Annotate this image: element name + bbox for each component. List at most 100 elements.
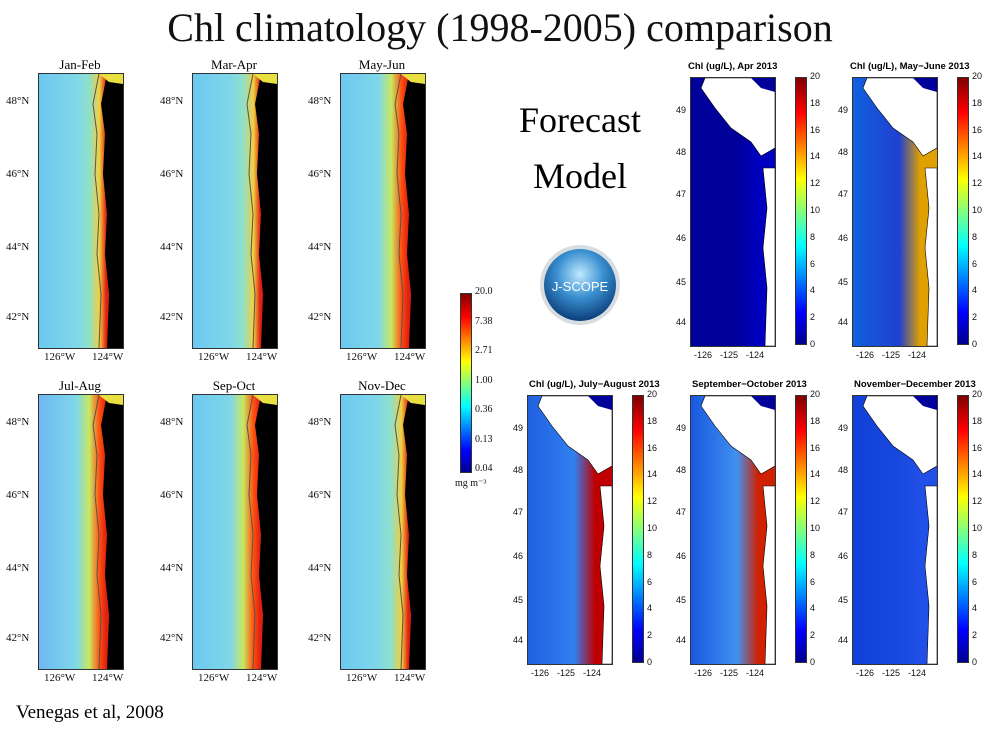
colorbar-tick-label: 2 (810, 630, 816, 641)
lat-tick-label: 44°N (308, 562, 332, 574)
lon-tick-label: 124°W (92, 351, 124, 363)
lat-tick-label: 47 (838, 507, 849, 517)
lat-tick-label: 47 (676, 189, 687, 199)
colorbar-tick-label: 4 (810, 603, 816, 614)
lat-tick-label: 48°N (160, 416, 184, 428)
land-vancouver-island (862, 396, 937, 475)
lat-tick-label: 44°N (6, 241, 30, 253)
colorbar-tick-label: 14 (647, 469, 658, 480)
colorbar-tick-label: 2 (972, 312, 978, 323)
colorbar-tick-label: 7.38 (475, 315, 493, 327)
shelf-contour (394, 74, 404, 348)
climatology-panel-title: Mar-Apr (211, 57, 257, 72)
lat-tick-label: 46 (676, 551, 687, 561)
lon-tick-label: -126 (856, 668, 875, 678)
lon-tick-label: -124 (746, 350, 765, 360)
climatology-panel-title: Nov-Dec (358, 378, 406, 393)
lon-tick-label: -125 (882, 668, 901, 678)
colorbar-tick-label: 2 (810, 312, 816, 323)
colorbar-tick-label: 14 (972, 469, 983, 480)
climatology-map-jul-aug (38, 394, 124, 670)
lon-tick-label: 124°W (246, 672, 278, 684)
colorbar-tick-label: 8 (810, 549, 816, 560)
lon-tick-label: 126°W (198, 351, 230, 363)
colorbar-tick-label: 18 (972, 97, 983, 108)
colorbar-tick-label: 12 (972, 178, 983, 189)
lon-tick-label: -126 (694, 350, 713, 360)
colorbar-tick-label: 14 (810, 151, 821, 162)
lat-tick-label: 42°N (160, 311, 184, 323)
land-vancouver-island (700, 396, 775, 475)
lat-tick-label: 42°N (6, 311, 30, 323)
colorbar-tick-label: 10 (972, 205, 983, 215)
lat-tick-label: 48 (838, 147, 849, 157)
colorbar-tick-label: 16 (810, 124, 821, 135)
lon-tick-label: 126°W (346, 351, 378, 363)
lon-tick-label: 124°W (394, 351, 426, 363)
lat-tick-label: 46 (838, 233, 849, 243)
colorbar-tick-label: 0 (810, 657, 816, 667)
lon-tick-label: -124 (583, 668, 602, 678)
shelf-contour (394, 395, 404, 669)
colorbar-tick-label: 12 (810, 496, 821, 507)
model-colorbar (795, 77, 807, 345)
lat-tick-label: 46°N (308, 168, 332, 180)
model-panel-title: Chl (ug/L), May−June 2013 (850, 61, 970, 72)
climatology-map-nov-dec (340, 394, 426, 670)
model-panel-title: November−December 2013 (854, 379, 976, 390)
lat-tick-label: 49 (676, 105, 687, 115)
colorbar-tick-label: 4 (647, 603, 653, 614)
colorbar-tick-label: 18 (972, 415, 983, 426)
lat-tick-label: 48°N (308, 95, 332, 107)
model-colorbar (632, 395, 644, 663)
land-vancouver-island (537, 396, 612, 475)
strait-of-georgia (913, 396, 937, 410)
land (403, 395, 425, 669)
colorbar-tick-label: 16 (972, 442, 983, 453)
colorbar-tick-label: 16 (972, 124, 983, 135)
lat-tick-label: 48°N (6, 416, 30, 428)
lat-tick-label: 45 (838, 595, 849, 605)
land-coast (924, 485, 937, 664)
colorbar-tick-label: 18 (810, 415, 821, 426)
lat-tick-label: 44 (676, 635, 687, 645)
lon-tick-label: -125 (882, 350, 901, 360)
colorbar-tick-label: 20 (810, 389, 821, 399)
colorbar-tick-label: 2.71 (475, 345, 493, 356)
land (403, 74, 425, 348)
model-colorbar (795, 395, 807, 663)
lon-tick-label: -125 (557, 668, 576, 678)
colorbar-tick-label: 10 (810, 523, 821, 533)
lat-tick-label: 48 (676, 147, 687, 157)
climatology-colorbar (460, 293, 472, 473)
shelf-contour (92, 395, 102, 669)
colorbar-tick-label: 0.13 (475, 433, 493, 445)
climatology-map-sep-oct (192, 394, 278, 670)
lat-tick-label: 46°N (160, 168, 184, 180)
colorbar-tick-label: 0.36 (475, 404, 493, 415)
shelf-contour (246, 395, 256, 669)
lat-tick-label: 49 (838, 423, 849, 433)
lat-tick-label: 46°N (6, 168, 30, 180)
lat-tick-label: 48°N (160, 95, 184, 107)
lon-tick-label: 126°W (44, 672, 76, 684)
colorbar-tick-label: 8 (972, 231, 978, 242)
forecast-label-line1: Forecast (519, 100, 641, 140)
colorbar-tick-label: 6 (810, 258, 816, 269)
land (255, 74, 277, 348)
model-map (852, 395, 938, 665)
model-map (690, 395, 776, 665)
lat-tick-label: 45 (676, 277, 687, 287)
colorbar-tick-label: 16 (810, 442, 821, 453)
lat-tick-label: 44 (838, 317, 849, 327)
strait (99, 395, 123, 405)
lat-tick-label: 44 (513, 635, 524, 645)
lon-tick-label: -124 (746, 668, 765, 678)
colorbar-tick-label: 4 (972, 285, 978, 296)
climatology-panel-title: May-Jun (358, 57, 406, 72)
jscope-logo: J-SCOPE (538, 243, 622, 327)
lat-tick-label: 48 (838, 465, 849, 475)
lon-tick-label: 124°W (92, 672, 124, 684)
colorbar-tick-label: 1.00 (475, 374, 493, 386)
shelf-contour (92, 74, 102, 348)
